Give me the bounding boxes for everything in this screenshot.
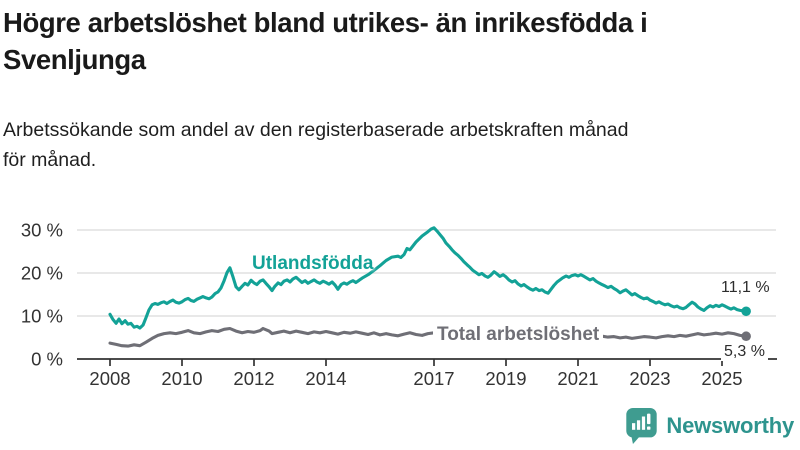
- y-axis-tick-label: 10 %: [21, 306, 63, 327]
- x-axis-tick-label: 2010: [161, 368, 202, 389]
- x-axis-tick-label: 2023: [629, 368, 670, 389]
- series-line-total-arbetsl-shet: [108, 326, 748, 348]
- series-end-dot: [741, 331, 751, 342]
- page-title: Högre arbetslöshet bland utrikes- än inr…: [3, 5, 797, 78]
- series-line-utlandsf-dda: [108, 226, 748, 330]
- x-axis-tick-label: 2008: [89, 368, 130, 389]
- y-axis-tick-label: 0 %: [31, 349, 63, 370]
- x-axis-tick-label: 2019: [485, 368, 526, 389]
- series-label-total-arbetsloshet: Total arbetslöshet: [433, 324, 604, 346]
- series-label-utlandsfodda: Utlandsfödda: [252, 253, 374, 274]
- x-axis-tick-label: 2017: [413, 368, 454, 389]
- newsworthy-logo-text: Newsworthy: [666, 413, 794, 438]
- y-axis-tick-label: 20 %: [21, 263, 63, 284]
- x-axis-tick-label: 2021: [557, 368, 598, 389]
- newsworthy-chart-bubble-icon: [626, 407, 658, 445]
- page-subtitle-line2: för månad.: [3, 148, 97, 171]
- x-axis-tick-label: 2014: [305, 368, 346, 389]
- page-title-line2: Svenljunga: [3, 43, 146, 75]
- page-title-line1: Högre arbetslöshet bland utrikes- än inr…: [3, 7, 648, 38]
- page-subtitle: Arbetssökande som andel av den registerb…: [3, 116, 793, 175]
- end-value-label-total: 5,3 %: [721, 343, 768, 361]
- end-value-label-utlandsfodda: 11,1 %: [721, 279, 770, 296]
- series-end-dot: [741, 306, 751, 317]
- x-axis-tick-label: 2012: [233, 368, 274, 389]
- newsworthy-logo: Newsworthy: [625, 407, 794, 445]
- y-axis-tick-label: 30 %: [21, 220, 63, 241]
- page-subtitle-line1: Arbetssökande som andel av den registerb…: [3, 119, 629, 141]
- x-axis-tick-label: 2025: [701, 368, 742, 389]
